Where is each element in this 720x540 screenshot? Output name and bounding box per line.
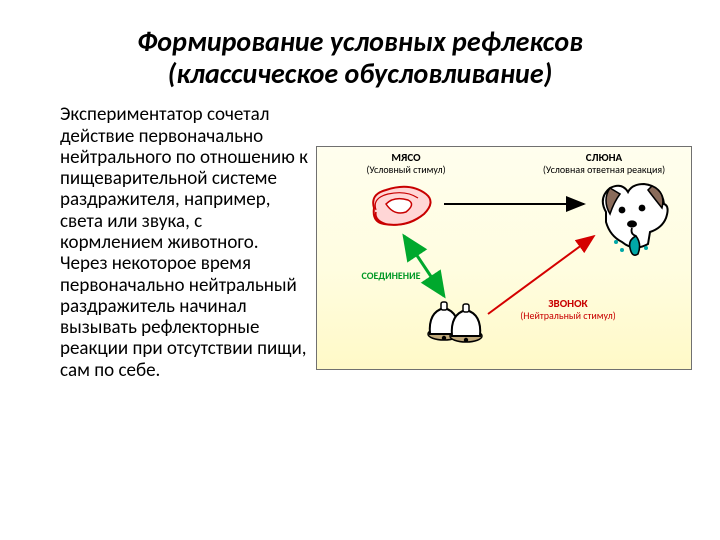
arrow-bell-to-dog — [488, 236, 594, 314]
conditioning-diagram: МЯСО (Условный стимул) СЛЮНА (Условная о… — [316, 102, 696, 482]
arrow-meat-bell-link — [404, 236, 444, 296]
content-row: Экспериментатор сочетал действие первона… — [0, 94, 720, 482]
title-line-1: Формирование условных рефлексов — [137, 24, 583, 59]
body-paragraph: Экспериментатор сочетал действие первона… — [60, 102, 308, 482]
diagram-arrows — [316, 146, 692, 370]
title-line-2: (классическое обусловливание) — [168, 56, 553, 91]
page-title: Формирование условных рефлексов (классич… — [0, 0, 720, 94]
